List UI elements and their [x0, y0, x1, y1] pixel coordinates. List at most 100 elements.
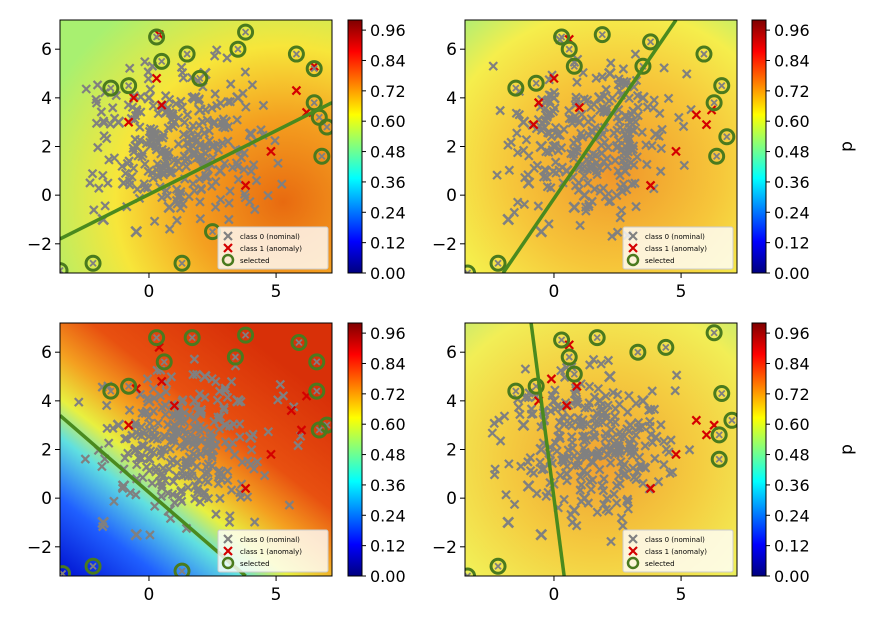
nominal-cloud-mark [143, 166, 154, 177]
colorbar-label: p [837, 141, 857, 152]
selected-point [178, 45, 196, 63]
selected-inner-mark [565, 353, 573, 361]
selected-inner-mark [710, 99, 718, 107]
nominal-point [548, 394, 560, 407]
nominal-cloud-mark [166, 164, 176, 174]
selected-inner-mark [593, 333, 601, 342]
nominal-cloud-mark [153, 171, 163, 182]
nominal-cloud-mark [171, 98, 181, 109]
nominal-cloud-mark [270, 135, 280, 146]
legend-entry: selected [240, 560, 270, 568]
selected-inner-mark [310, 99, 318, 107]
selected-inner-mark [718, 82, 726, 90]
nominal-point [112, 419, 125, 432]
colorbar-tick-label: 0.36 [774, 173, 810, 192]
colorbar-tick-label: 0.00 [774, 567, 810, 586]
nominal-cloud-mark [656, 143, 667, 154]
nominal-cloud-mark [603, 355, 614, 366]
selected-point [713, 385, 731, 403]
nominal-cloud-mark [182, 110, 193, 120]
nominal-cloud-mark [605, 458, 616, 468]
nominal-cloud-mark [540, 164, 550, 175]
selected-point [226, 348, 244, 366]
nominal-point [97, 516, 110, 529]
nominal-cloud-mark [73, 397, 84, 407]
nominal-cloud-mark [277, 179, 287, 189]
selected-point [708, 147, 726, 165]
x-tick-label: 0 [549, 282, 560, 302]
colorbar-tick-label: 0.60 [774, 112, 810, 131]
nominal-cloud-mark [215, 412, 226, 422]
plot-area [465, 323, 737, 576]
legend-nominal-marker [628, 231, 638, 241]
nominal-cloud-mark [632, 90, 643, 101]
nominal-cloud-mark [223, 96, 233, 107]
nominal-point [578, 492, 591, 505]
colorbar-gradient [752, 20, 766, 273]
nominal-cloud-mark [219, 404, 229, 415]
nominal-cloud-mark [202, 115, 213, 126]
nominal-cloud-mark [151, 141, 161, 151]
anomaly-point [701, 430, 712, 440]
nominal-cloud-mark [630, 49, 641, 59]
nominal-cloud-mark [130, 418, 141, 428]
nominal-cloud-mark [594, 446, 604, 456]
nominal-cloud-mark [533, 201, 544, 211]
nominal-cloud-mark [603, 188, 614, 199]
nominal-cloud-mark [582, 468, 593, 479]
selected-inner-mark [124, 82, 133, 90]
nominal-cloud-mark [625, 437, 635, 448]
nominal-point [593, 91, 606, 104]
nominal-cloud-mark [606, 424, 617, 435]
nominal-cloud-mark [512, 197, 523, 208]
nominal-cloud-mark [252, 456, 263, 467]
nominal-cloud-mark [278, 391, 289, 401]
nominal-point [206, 140, 219, 153]
nominal-cloud-mark [615, 212, 625, 223]
nominal-cloud-mark [577, 431, 588, 441]
y-tick-label: 4 [446, 89, 457, 109]
nominal-point [535, 528, 548, 541]
nominal-cloud-mark [188, 369, 198, 380]
nominal-cloud-mark [638, 478, 648, 489]
selected-point [642, 33, 660, 51]
nominal-cloud-mark [659, 436, 669, 447]
colorbar-frame [347, 19, 363, 274]
nominal-point [603, 67, 616, 80]
nominal-cloud-mark [594, 464, 605, 475]
nominal-cloud-mark [220, 436, 231, 447]
selected-point [507, 382, 525, 400]
selected-point [593, 26, 611, 44]
y-tick-label: 4 [41, 89, 52, 109]
nominal-cloud-mark [572, 77, 582, 87]
selected-inner-mark [292, 50, 301, 58]
nominal-cloud-mark [111, 90, 122, 101]
nominal-cloud-mark [117, 161, 127, 172]
nominal-cloud-mark [246, 444, 257, 455]
legend: class 0 (nominal) class 1 (anomaly) select… [217, 529, 329, 573]
nominal-cloud-mark [575, 471, 586, 482]
selected-point [705, 324, 723, 342]
nominal-cloud-mark [213, 412, 223, 422]
nominal-cloud-mark [109, 496, 119, 507]
selected-point [310, 421, 328, 439]
nominal-cloud-mark [613, 79, 624, 90]
anomaly-point [533, 97, 544, 108]
nominal-cloud-mark [224, 198, 234, 208]
colorbar-tick-label: 0.12 [774, 234, 810, 253]
legend-entry: class 0 (nominal) [240, 536, 300, 544]
nominal-cloud-mark [589, 430, 599, 440]
nominal-cloud-mark [523, 392, 534, 403]
nominal-cloud-mark [572, 135, 582, 145]
nominal-cloud-mark [629, 472, 639, 483]
nominal-cloud-mark [183, 144, 194, 155]
nominal-cloud-mark [492, 170, 502, 180]
nominal-cloud-mark [237, 457, 248, 467]
anomaly-point [286, 405, 297, 416]
nominal-cloud-mark [135, 107, 146, 117]
nominal-point [130, 443, 143, 456]
nominal-cloud-mark [246, 166, 256, 176]
nominal-cloud-mark [159, 445, 170, 455]
nominal-cloud-mark [622, 494, 633, 505]
